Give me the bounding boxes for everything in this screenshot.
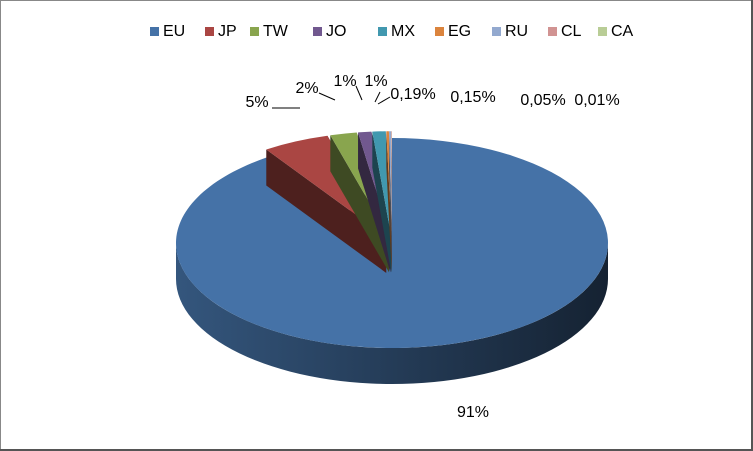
legend-label: TW [263, 23, 289, 40]
legend-swatch [205, 27, 214, 36]
legend-swatch [548, 27, 557, 36]
data-label: 0,19% [390, 86, 435, 103]
legend-label: EU [163, 23, 185, 40]
legend-label: CA [611, 23, 634, 40]
leader-line [374, 91, 381, 103]
slice-wall [358, 132, 391, 273]
legend-label: JP [218, 23, 237, 40]
legend-label: CL [561, 23, 582, 40]
legend-label: EG [448, 23, 471, 40]
data-label: 1% [364, 73, 387, 90]
legend-swatch [313, 27, 322, 36]
legend-label: RU [505, 23, 528, 40]
leader-line [355, 85, 363, 101]
leader-line [377, 96, 391, 105]
slice-wall [330, 135, 390, 273]
slice-wall [391, 131, 392, 273]
data-label: 5% [245, 94, 268, 111]
legend-swatch [250, 27, 259, 36]
pie-slice [176, 138, 609, 384]
legend-label: MX [391, 23, 415, 40]
data-label: 2% [295, 80, 318, 97]
slice-top [176, 138, 609, 348]
data-label: 91% [457, 404, 489, 421]
legend-swatch [435, 27, 444, 36]
legend-swatch [492, 27, 501, 36]
leader-line [318, 92, 336, 101]
slice-wall [372, 131, 392, 273]
data-label: 0,05% [520, 92, 565, 109]
legend-swatch [598, 27, 607, 36]
legend-label: JO [326, 23, 346, 40]
slice-side [176, 243, 608, 384]
data-label: 0,01% [574, 92, 619, 109]
data-label: 0,15% [450, 89, 495, 106]
legend-swatch [378, 27, 387, 36]
slice-wall [266, 149, 387, 273]
slice-wall [386, 131, 392, 273]
legend-swatch [150, 27, 159, 36]
data-label: 1% [333, 73, 356, 90]
slice-top [391, 131, 392, 237]
slice-wall [389, 131, 392, 273]
